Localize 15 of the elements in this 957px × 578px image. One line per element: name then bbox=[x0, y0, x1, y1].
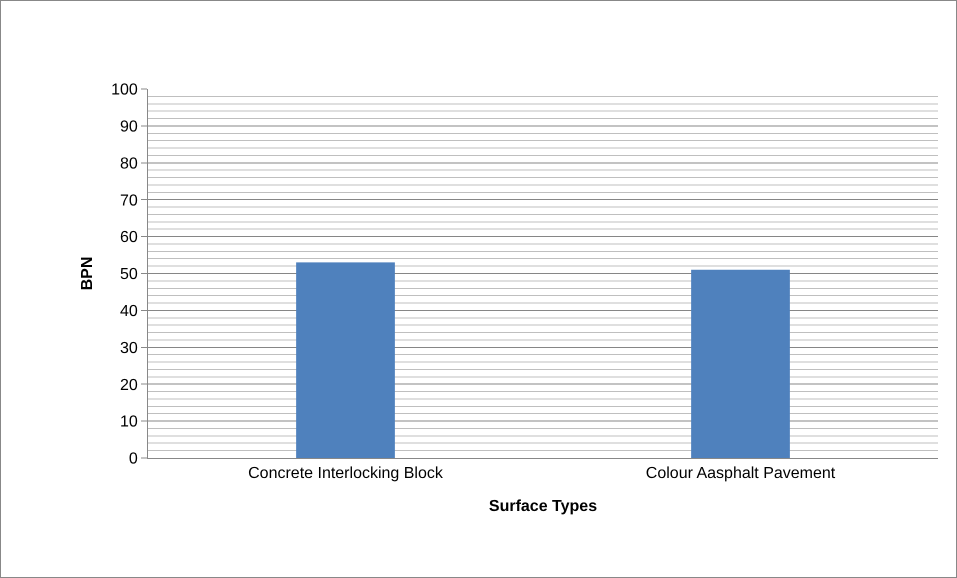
y-axis-title: BPN bbox=[78, 256, 96, 290]
x-tick-label: Concrete Interlocking Block bbox=[248, 465, 444, 482]
y-tick-label: 100 bbox=[111, 82, 138, 99]
y-tick-label: 0 bbox=[128, 450, 138, 468]
y-tick-label: 90 bbox=[120, 118, 138, 136]
x-axis-title: Surface Types bbox=[488, 498, 598, 515]
y-tick-label: 20 bbox=[120, 376, 138, 394]
y-tick-label: 50 bbox=[120, 266, 138, 284]
x-tick-label: Colour Aasphalt Pavement bbox=[646, 465, 836, 482]
y-tick-label: 60 bbox=[120, 229, 138, 246]
y-tick-label: 30 bbox=[120, 340, 138, 357]
y-tick-label: 80 bbox=[120, 155, 138, 172]
y-tick-label: 10 bbox=[120, 414, 138, 431]
y-tick-label: 40 bbox=[120, 303, 138, 320]
y-tick-label: 70 bbox=[120, 192, 138, 210]
